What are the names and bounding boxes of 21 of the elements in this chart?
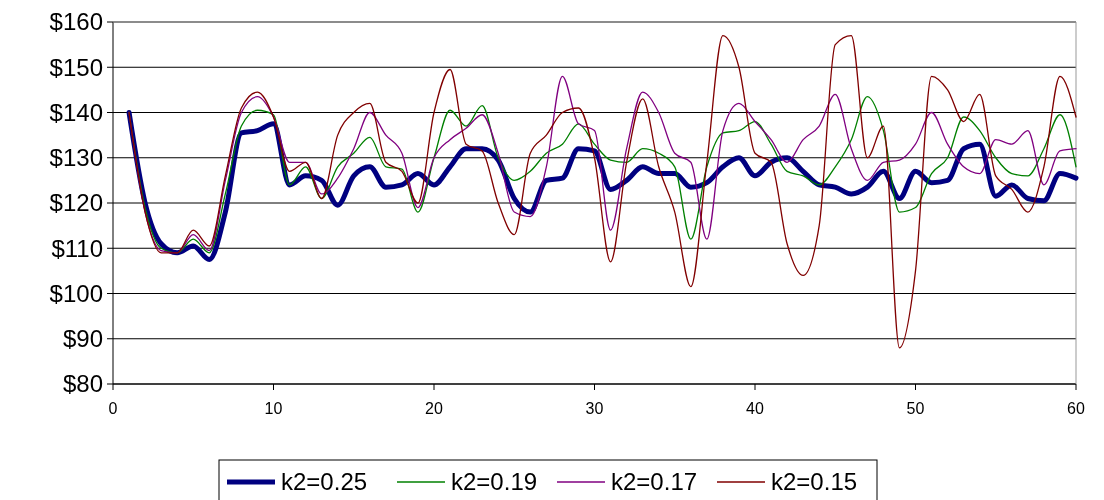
x-tick-label: 20 — [425, 400, 443, 417]
y-tick-label: $160 — [49, 8, 103, 36]
legend-label: k2=0.19 — [451, 468, 538, 496]
x-tick-label: 50 — [906, 400, 925, 417]
legend-label: k2=0.15 — [771, 468, 858, 496]
x-tick-label: 60 — [1067, 400, 1085, 417]
y-tick-label: $80 — [62, 370, 103, 398]
x-tick-label: 10 — [264, 400, 283, 417]
x-tick-label: 40 — [746, 400, 764, 417]
y-tick-label: $130 — [49, 144, 103, 172]
y-tick-label: $100 — [49, 279, 103, 307]
x-tick-label: 0 — [108, 400, 118, 417]
line-series — [128, 34, 1077, 349]
y-tick-label: $90 — [62, 325, 103, 353]
x-tick-label: 30 — [585, 400, 604, 417]
y-tick-label: $150 — [49, 53, 103, 81]
legend-label: k2=0.25 — [281, 468, 368, 496]
y-tick-label: $120 — [49, 189, 103, 217]
y-tick-label: $110 — [51, 234, 103, 262]
legend-label: k2=0.17 — [611, 468, 698, 496]
y-tick-label: $140 — [49, 98, 103, 126]
